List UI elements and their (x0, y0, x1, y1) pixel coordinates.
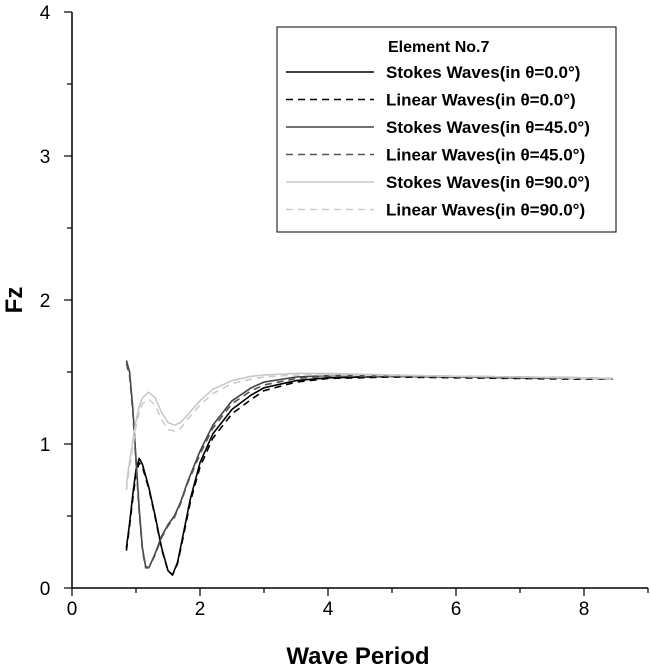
x-tick-label: 4 (323, 599, 334, 620)
x-tick-label: 0 (67, 599, 78, 620)
series-line-6 (125, 374, 613, 491)
legend-label-3: Stokes Waves(in θ=45.0°) (386, 118, 590, 137)
y-tick-label: 2 (40, 291, 51, 312)
legend: Element No.7 Stokes Waves(in θ=0.0°) Line… (276, 26, 617, 233)
legend-title: Element No.7 (388, 39, 489, 56)
series-line-2 (125, 376, 613, 576)
x-axis-title: Wave Period (286, 643, 429, 669)
y-tick-label: 1 (40, 435, 51, 456)
legend-label-1: Stokes Waves(in θ=0.0°) (386, 63, 580, 82)
y-tick-label: 0 (40, 579, 51, 600)
y-tick-label: 4 (40, 3, 51, 24)
legend-label-6: Linear Waves(in θ=90.0°) (386, 201, 585, 220)
legend-label-4: Linear Waves(in θ=45.0°) (386, 146, 585, 165)
x-tick-label: 2 (195, 599, 206, 620)
y-axis-title: Fz (1, 287, 28, 314)
series-group (125, 360, 613, 576)
legend-box (276, 26, 617, 233)
legend-label-2: Linear Waves(in θ=0.0°) (386, 91, 576, 110)
x-tick-label: 6 (451, 599, 462, 620)
x-tick-label: 8 (579, 599, 590, 620)
legend-label-5: Stokes Waves(in θ=90.0°) (386, 173, 590, 192)
y-tick-label: 3 (40, 147, 51, 168)
ticks-group: 0 2 4 6 8 0 1 2 3 4 (40, 3, 649, 620)
series-line-4 (125, 363, 613, 569)
